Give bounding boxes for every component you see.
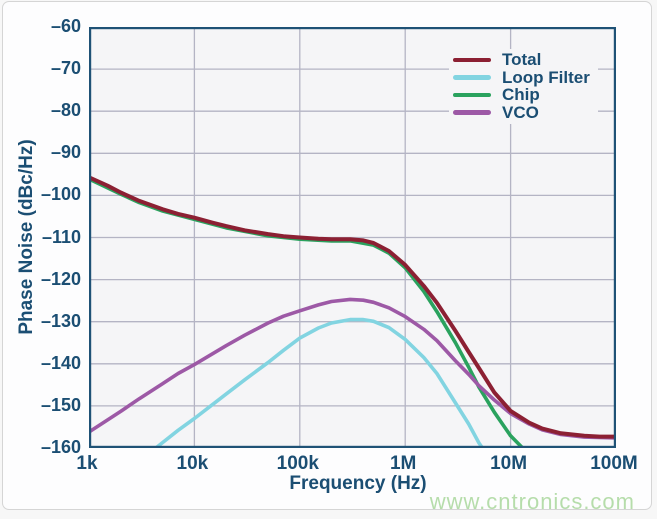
y-tick-label: –60 <box>50 16 81 36</box>
x-tick-label: 100k <box>276 453 319 474</box>
y-tick-label: –70 <box>50 58 81 79</box>
legend: Total Loop Filter Chip VCO <box>449 49 598 124</box>
x-tick-label: 1k <box>76 453 98 474</box>
x-tick-label: 10k <box>176 453 209 474</box>
legend-swatch-icon <box>453 92 491 97</box>
legend-label: Total <box>502 50 542 70</box>
legend-swatch-icon <box>453 75 491 80</box>
axes-frame <box>89 27 616 448</box>
chart-canvas <box>89 27 616 448</box>
x-tick-label: 1M <box>389 453 417 474</box>
series-total-line <box>89 175 616 439</box>
y-tick-label: –150 <box>40 394 81 415</box>
legend-item-total: Total <box>453 51 590 69</box>
chart-card: Phase Noise (dBc/Hz) Total Loop Filter Chi… <box>2 1 652 514</box>
legend-item-loop-filter: Loop Filter <box>453 69 590 87</box>
y-tick-label: –80 <box>50 100 81 121</box>
y-tick-label: –140 <box>40 352 81 373</box>
watermark: www.cntronics.com <box>429 489 635 514</box>
x-tick-label: 10M <box>490 453 528 474</box>
legend-swatch-icon <box>453 57 491 62</box>
legend-swatch-icon <box>453 110 491 115</box>
y-tick-label: –100 <box>40 184 81 205</box>
y-tick-label: –90 <box>50 142 81 163</box>
legend-label: VCO <box>502 102 539 122</box>
legend-label: Chip <box>502 85 540 105</box>
legend-item-chip: Chip <box>453 86 590 104</box>
y-tick-label: –160 <box>40 437 81 457</box>
y-tick-label: –130 <box>40 310 81 331</box>
x-axis-title: Frequency (Hz) <box>289 473 427 494</box>
y-tick-label: –110 <box>41 226 81 247</box>
x-tick-label: 100M <box>590 453 638 474</box>
y-tick-label: –120 <box>40 268 81 289</box>
series-loop-filter-line <box>154 317 485 448</box>
legend-label: Loop Filter <box>502 67 590 87</box>
plot-area: Total Loop Filter Chip VCO <box>89 27 616 448</box>
legend-item-vco: VCO <box>453 104 590 122</box>
